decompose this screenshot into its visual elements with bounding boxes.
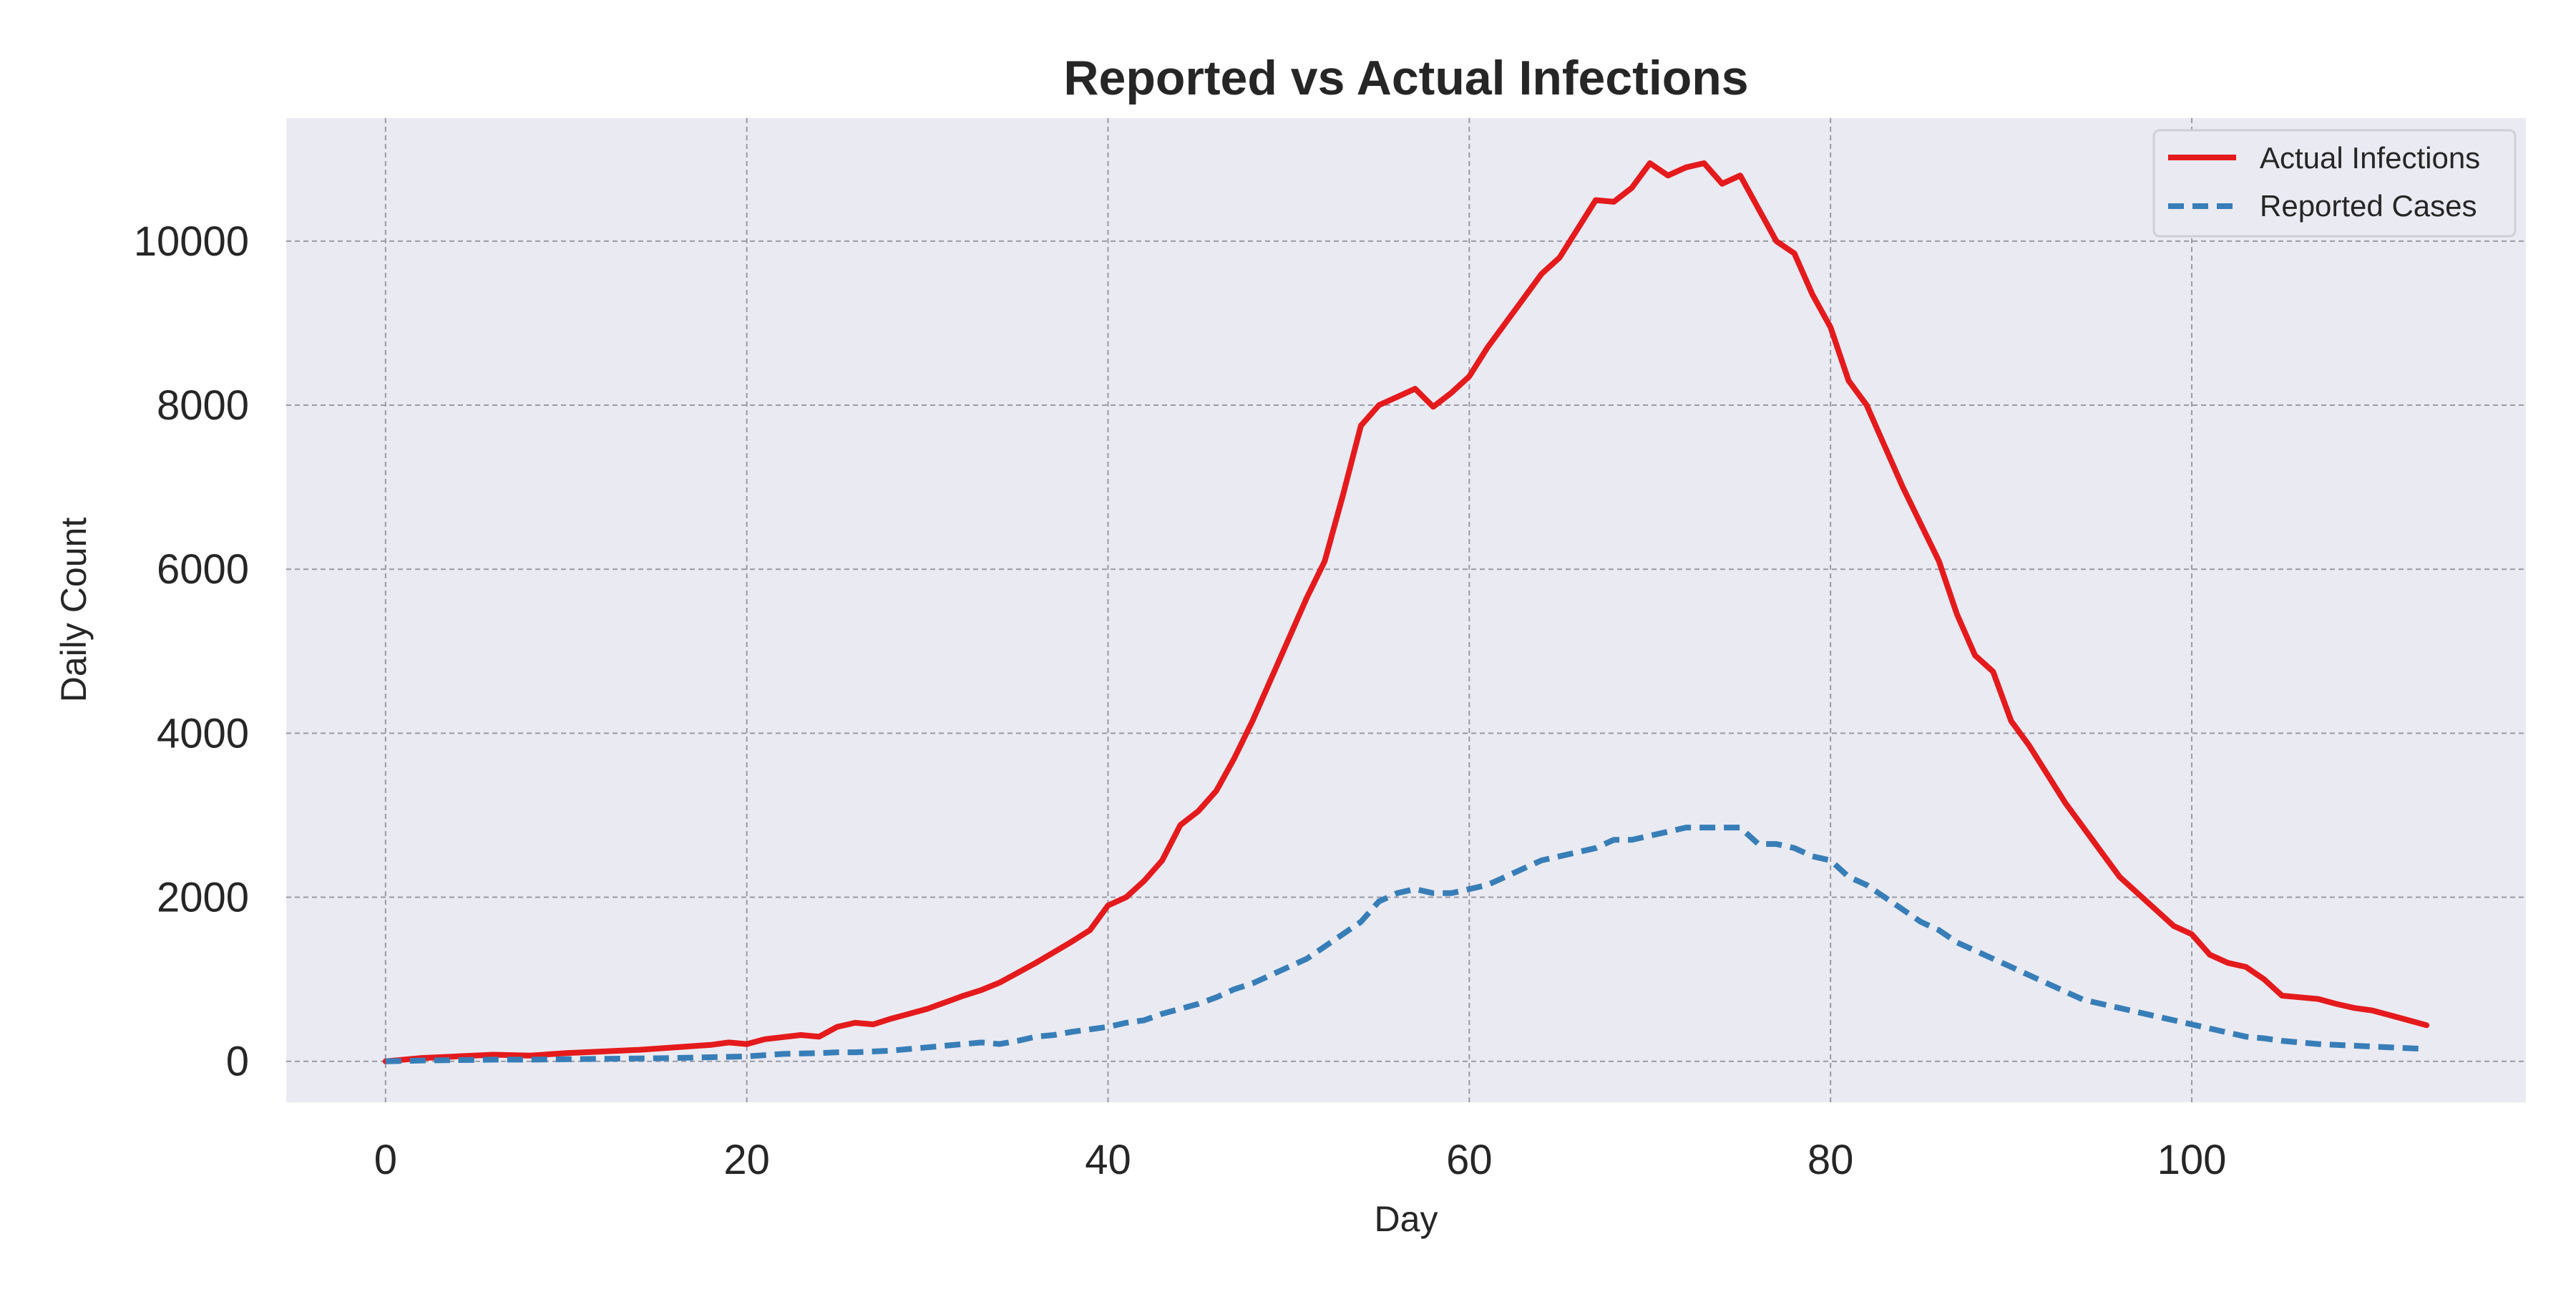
series-line-actual-infections [382,160,2430,1064]
y-tick-label: 8000 [157,382,249,429]
y-axis-label: Daily Count [54,518,94,703]
y-tick-label: 0 [226,1039,249,1085]
y-tick-label: 4000 [157,710,249,757]
x-tick-label: 40 [1085,1137,1131,1183]
legend-label-actual: Actual Infections [2260,141,2480,175]
x-tick-label: 60 [1446,1137,1493,1183]
x-tick-label: 80 [1807,1137,1854,1183]
tick-labels: 0 20 40 60 80 100 0 2000 4000 6000 8000 10000 [134,218,2227,1183]
legend: Actual Infections Reported Cases [2152,129,2517,238]
x-axis-label: Day [1375,1199,1438,1239]
plot-area [286,118,2526,1102]
x-tick-label: 20 [723,1137,770,1183]
legend-box [2152,129,2517,238]
series-line-reported-cases [385,825,2427,1064]
x-tick-label: 100 [2157,1137,2227,1183]
grid-lines [286,118,2526,1102]
legend-label-reported: Reported Cases [2260,189,2477,223]
series-lines [382,160,2430,1064]
y-tick-label: 6000 [157,546,249,593]
y-tick-label: 10000 [134,218,249,265]
x-tick-label: 0 [374,1137,397,1183]
y-tick-label: 2000 [157,875,249,921]
chart-title: Reported vs Actual Infections [1063,51,1748,105]
